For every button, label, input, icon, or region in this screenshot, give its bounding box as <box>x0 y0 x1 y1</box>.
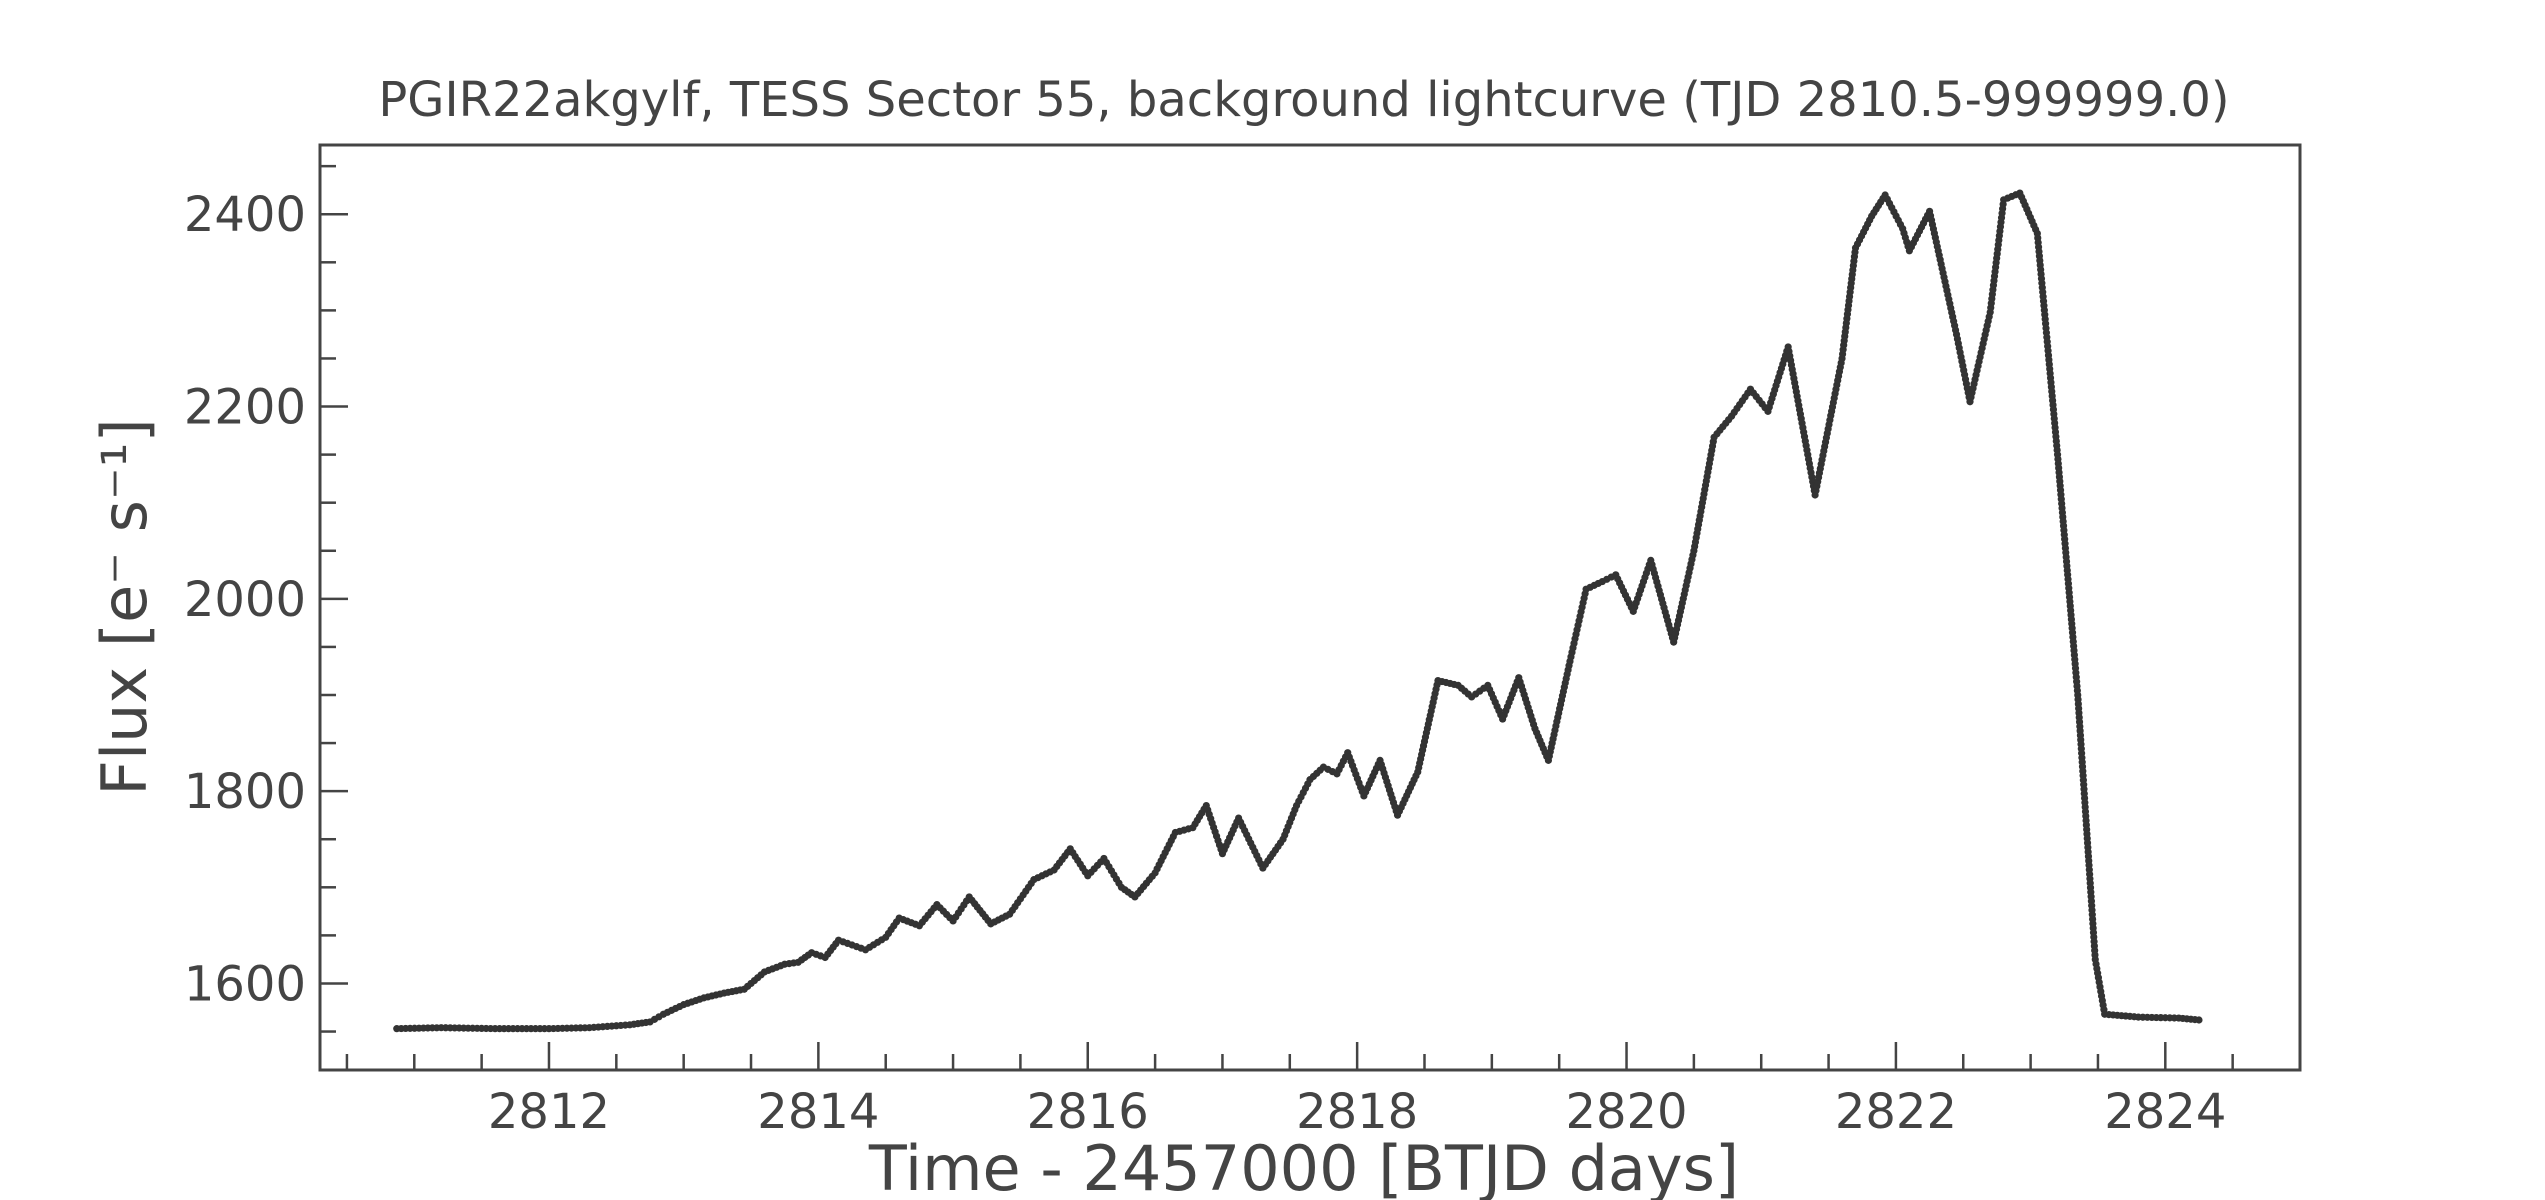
x-tick-label: 2822 <box>1835 1084 1957 1140</box>
y-axis-label: Flux [e⁻ s⁻¹] <box>88 418 161 795</box>
x-axis-ticks: 2812 2814 2816 2818 2820 2822 2824 <box>345 1042 2302 1140</box>
y-tick-label: 1600 <box>184 956 306 1012</box>
y-axis-ticks: 1600 1800 2000 2200 2400 <box>184 164 348 1033</box>
data-series <box>393 189 2203 1033</box>
y-tick-label: 2200 <box>184 380 306 436</box>
plot-frame <box>318 143 2302 1072</box>
y-tick-label: 2400 <box>184 187 306 243</box>
y-tick-label: 2000 <box>184 572 306 628</box>
x-tick-label: 2820 <box>1565 1084 1687 1140</box>
x-tick-label: 2812 <box>488 1084 610 1140</box>
x-tick-label: 2824 <box>2104 1084 2226 1140</box>
chart-title: PGIR22akgylf, TESS Sector 55, background… <box>378 72 2229 128</box>
x-tick-label: 2814 <box>757 1084 879 1140</box>
y-tick-label: 1800 <box>184 764 306 820</box>
x-tick-label: 2818 <box>1296 1084 1418 1140</box>
x-axis-label: Time - 2457000 [BTJD days] <box>868 1132 1739 1200</box>
data-point <box>2195 1016 2203 1024</box>
x-tick-label: 2816 <box>1027 1084 1149 1140</box>
